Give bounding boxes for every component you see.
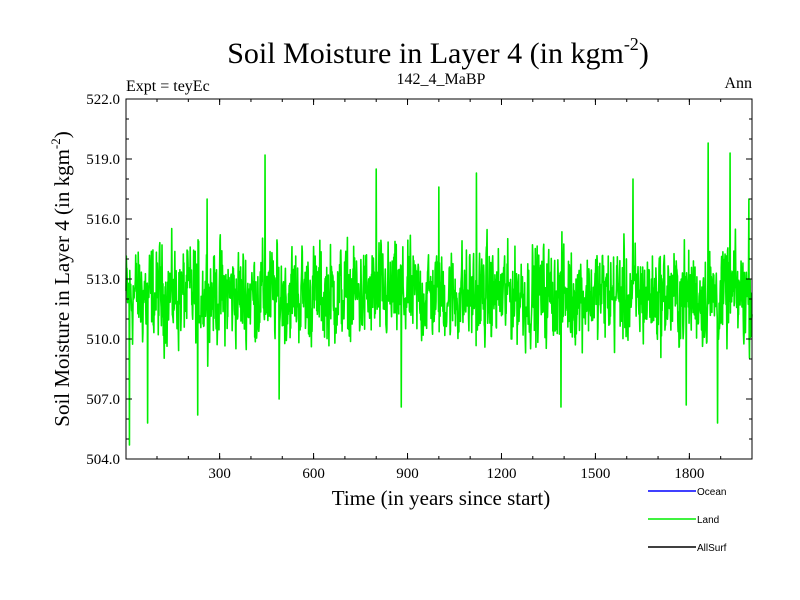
season-label: Ann	[724, 75, 752, 92]
legend-label-land: Land	[697, 515, 719, 526]
experiment-label: Expt = teyEc	[126, 78, 210, 95]
legend-label-ocean: Ocean	[697, 487, 726, 498]
y-tick-label: 513.0	[86, 272, 120, 288]
x-axis: 300 600 900 1200 1500 1800	[156, 99, 722, 482]
y-tick-label: 507.0	[86, 392, 120, 408]
x-tick-label: 1800	[674, 466, 704, 482]
x-tick-label: 900	[396, 466, 419, 482]
y-axis: 504.0 507.0 510.0 513.0 516.0 519.0 522.0	[86, 92, 752, 468]
y-tick-label: 519.0	[86, 152, 120, 168]
x-axis-label: Time (in years since start)	[332, 486, 551, 510]
legend: Ocean Land AllSurf	[648, 487, 727, 554]
y-tick-label: 522.0	[86, 92, 120, 108]
series-line-land	[125, 142, 753, 446]
y-tick-label: 504.0	[86, 452, 120, 468]
series-group	[125, 142, 753, 446]
chart-title: Soil Moisture in Layer 4 (in kgm-2)	[227, 34, 649, 70]
x-tick-label: 600	[302, 466, 325, 482]
y-axis-label: Soil Moisture in Layer 4 (in kgm-2)	[48, 131, 74, 426]
x-tick-label: 1200	[486, 466, 516, 482]
period-label: 142_4_MaBP	[397, 71, 486, 88]
y-tick-label: 510.0	[86, 332, 120, 348]
legend-label-allsurf: AllSurf	[697, 543, 727, 554]
x-tick-label: 1500	[580, 466, 610, 482]
x-tick-label: 300	[208, 466, 231, 482]
y-tick-label: 516.0	[86, 212, 120, 228]
